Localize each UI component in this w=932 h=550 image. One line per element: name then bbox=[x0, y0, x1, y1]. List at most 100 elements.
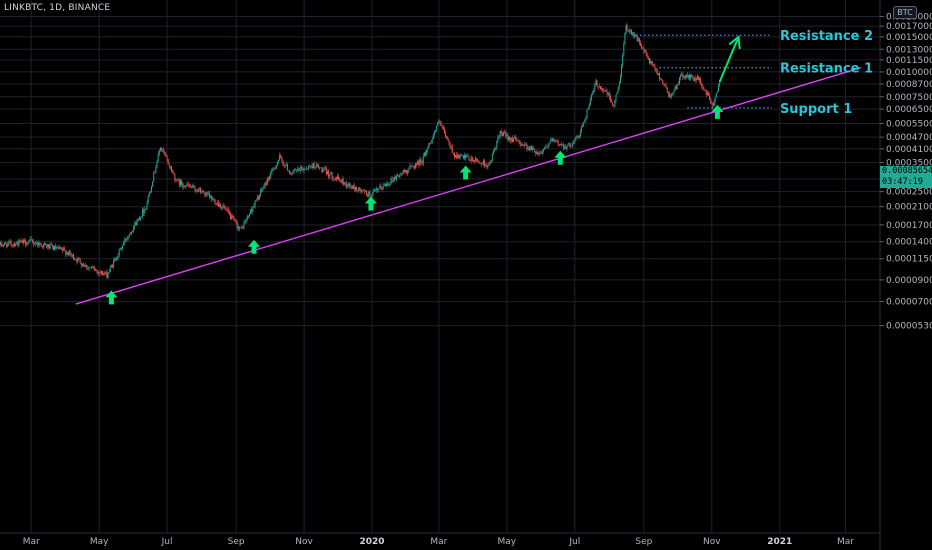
candle-body bbox=[264, 182, 266, 187]
candle-body bbox=[0, 242, 1, 245]
candle-body bbox=[633, 32, 635, 37]
candle-body bbox=[594, 84, 596, 91]
candle-body bbox=[492, 150, 494, 154]
candle-body bbox=[58, 247, 60, 249]
candle-body bbox=[476, 158, 478, 162]
candle-body bbox=[692, 76, 694, 78]
candle-body bbox=[466, 156, 468, 158]
candle-body bbox=[48, 244, 50, 249]
time-axis-tick-label: Nov bbox=[295, 537, 313, 547]
candle-body bbox=[134, 222, 136, 227]
candle-body bbox=[596, 80, 598, 87]
candle-body bbox=[116, 258, 118, 261]
candle-body bbox=[216, 202, 218, 205]
candle-body bbox=[25, 240, 27, 245]
candle-body bbox=[485, 165, 487, 167]
candle-body bbox=[235, 220, 237, 223]
candle-body bbox=[716, 91, 718, 94]
candle-body bbox=[509, 136, 511, 141]
candle-body bbox=[201, 192, 203, 193]
candle-body bbox=[514, 137, 516, 139]
candle-body bbox=[577, 135, 579, 138]
candle-body bbox=[318, 165, 320, 168]
candle-body bbox=[60, 247, 62, 249]
candle-body bbox=[533, 148, 535, 150]
projection-arrow bbox=[718, 34, 741, 83]
support-trendline[interactable] bbox=[75, 67, 862, 305]
time-axis-tick-label: Jul bbox=[161, 537, 173, 547]
candle-body bbox=[593, 90, 595, 93]
candle-body bbox=[118, 248, 120, 256]
candle-body bbox=[259, 194, 261, 200]
time-axis-tick-label: 2020 bbox=[360, 537, 385, 547]
candle-body bbox=[73, 254, 75, 259]
candle-body bbox=[548, 143, 550, 145]
candle-body bbox=[178, 180, 180, 186]
time-axis[interactable]: Mar May Jul Sep Nov 2020 Mar May Jul Sep Nov 2021 Ma… bbox=[23, 537, 855, 547]
candle-body bbox=[680, 74, 682, 78]
candle-body bbox=[7, 243, 9, 247]
candle-body bbox=[557, 141, 559, 145]
candle-body bbox=[714, 97, 716, 103]
candle-body bbox=[396, 175, 398, 180]
candle-body bbox=[376, 188, 378, 190]
candle-body bbox=[242, 227, 244, 229]
candle-body bbox=[694, 78, 696, 81]
candle-body bbox=[387, 184, 389, 186]
candle-body bbox=[67, 252, 69, 256]
candle-body bbox=[471, 156, 473, 162]
time-axis-tick-label: May bbox=[498, 537, 517, 547]
candle-body bbox=[598, 86, 600, 88]
candle-body bbox=[101, 271, 103, 275]
candle-body bbox=[84, 265, 86, 267]
candle-body bbox=[230, 214, 232, 220]
candle-body bbox=[162, 149, 164, 151]
candle-body bbox=[295, 169, 297, 171]
candle-body bbox=[80, 263, 82, 266]
candle-body bbox=[622, 54, 624, 66]
candle-body bbox=[280, 155, 282, 158]
candle-body bbox=[257, 196, 259, 200]
candle-body bbox=[110, 265, 112, 267]
candle-body bbox=[489, 162, 491, 164]
candle-body bbox=[378, 188, 380, 190]
candle-body bbox=[665, 85, 667, 89]
candle-body bbox=[537, 152, 539, 155]
candle-body bbox=[540, 153, 542, 155]
candle-body bbox=[647, 57, 649, 59]
candle-body bbox=[446, 136, 448, 139]
candle-body bbox=[129, 233, 131, 235]
candle-body bbox=[453, 154, 455, 158]
candle-body bbox=[335, 177, 337, 180]
candle-body bbox=[74, 258, 76, 260]
candle-body bbox=[481, 163, 483, 165]
candle-body bbox=[302, 168, 304, 171]
candle-body bbox=[474, 160, 476, 162]
candle-body bbox=[417, 160, 419, 165]
candle-body bbox=[550, 140, 552, 141]
candle-body bbox=[12, 243, 14, 246]
candle-body bbox=[61, 248, 63, 251]
candle-body bbox=[95, 270, 97, 271]
candle-body bbox=[448, 139, 450, 143]
candle-body bbox=[671, 93, 673, 97]
candle-body bbox=[461, 155, 463, 157]
candle-body bbox=[433, 131, 435, 135]
currency-badge[interactable]: BTC bbox=[893, 6, 917, 19]
candle-body bbox=[494, 149, 496, 151]
candle-body bbox=[430, 142, 432, 144]
bar-countdown: 03:47:19 bbox=[882, 177, 923, 187]
candle-body bbox=[353, 184, 355, 190]
candle-body bbox=[662, 80, 664, 85]
candle-body bbox=[306, 168, 308, 170]
time-axis-tick-label: Sep bbox=[635, 537, 652, 547]
candle-body bbox=[450, 146, 452, 148]
candle-body bbox=[88, 267, 90, 269]
candle-body bbox=[553, 138, 555, 141]
level-label: Resistance 1 bbox=[780, 62, 873, 77]
